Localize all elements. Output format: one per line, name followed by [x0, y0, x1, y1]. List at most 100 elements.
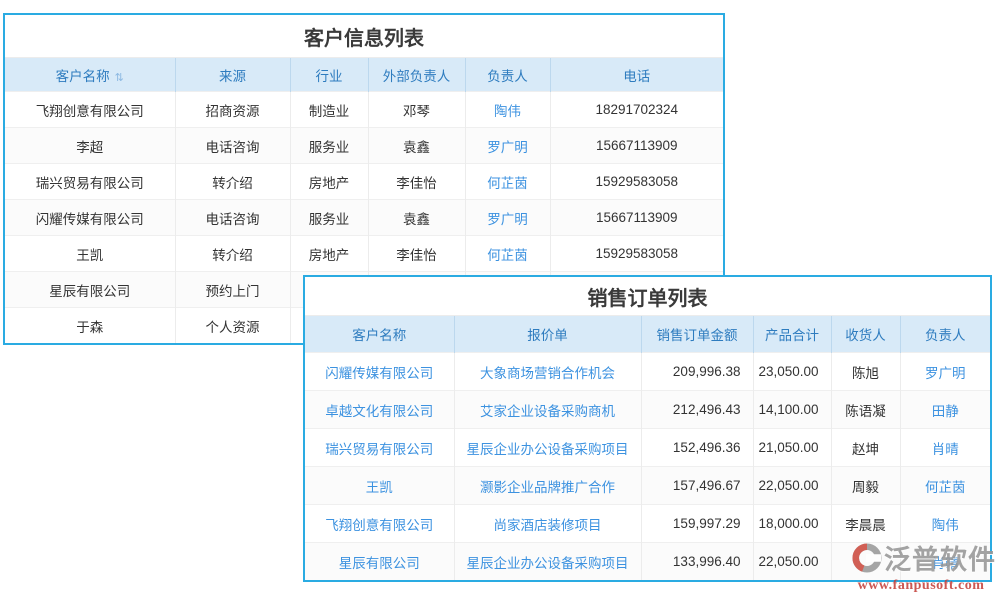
customer-name-cell: 瑞兴贸易有限公司 [5, 163, 175, 200]
product-total-cell: 18,000.00 [752, 504, 831, 543]
product-total-cell: 22,050.00 [752, 466, 831, 505]
source-cell: 电话咨询 [174, 199, 290, 236]
industry-cell: 服务业 [289, 127, 368, 164]
sort-icon[interactable]: ⇅ [114, 71, 124, 84]
order-amount-cell: 152,496.36 [640, 428, 753, 467]
customer-name-cell: 闪耀传媒有限公司 [5, 199, 175, 236]
col-header-source[interactable]: 来源 [174, 58, 290, 92]
customer-name-cell: 王凯 [5, 235, 175, 272]
source-cell: 招商资源 [174, 91, 290, 128]
quote-link[interactable]: 艾家企业设备采购商机 [453, 390, 641, 429]
quote-link[interactable]: 尚家酒店装修项目 [453, 504, 641, 543]
consignee-cell: 李晨晨 [830, 504, 900, 543]
order-amount-cell: 212,496.43 [640, 390, 753, 429]
external-owner-cell: 袁鑫 [367, 127, 465, 164]
source-cell: 转介绍 [174, 235, 290, 272]
col-header-owner[interactable]: 负责人 [464, 58, 550, 92]
external-owner-cell: 邓琴 [367, 91, 465, 128]
customer-name-cell: 飞翔创意有限公司 [5, 91, 175, 128]
order-amount-cell: 159,997.29 [640, 504, 753, 543]
quote-link[interactable]: 星辰企业办公设备采购项目 [453, 542, 641, 580]
col-header-order-customer[interactable]: 客户名称 [305, 316, 454, 353]
order-customer-link[interactable]: 瑞兴贸易有限公司 [305, 428, 454, 467]
quote-link[interactable]: 灏影企业品牌推广合作 [453, 466, 641, 505]
consignee-cell: 陈旭 [830, 352, 900, 391]
owner-link[interactable]: 罗广明 [464, 127, 550, 164]
order-customer-link[interactable]: 闪耀传媒有限公司 [305, 352, 454, 391]
sales-order-table: 销售订单列表 客户名称 报价单 销售订单金额 产品合计 收货人 负责人 闪耀传媒… [303, 275, 992, 582]
col-header-customer-name-label: 客户名称 [55, 68, 110, 84]
order-amount-cell: 157,496.67 [640, 466, 753, 505]
table-row: 瑞兴贸易有限公司 星辰企业办公设备采购项目 152,496.36 21,050.00 赵… [305, 428, 990, 467]
industry-cell: 房地产 [289, 235, 368, 272]
col-header-consignee[interactable]: 收货人 [830, 316, 900, 353]
order-customer-link[interactable]: 飞翔创意有限公司 [305, 504, 454, 543]
table-row: 瑞兴贸易有限公司 转介绍 房地产 李佳怡 何芷茵 15929583058 [5, 163, 723, 200]
phone-cell: 15667113909 [549, 199, 723, 236]
table-row: 卓越文化有限公司 艾家企业设备采购商机 212,496.43 14,100.00 陈语凝… [305, 390, 990, 429]
phone-cell: 15929583058 [549, 163, 723, 200]
order-customer-link[interactable]: 王凯 [305, 466, 454, 505]
col-header-order-amount[interactable]: 销售订单金额 [640, 316, 753, 353]
customer-name-cell: 李超 [5, 127, 175, 164]
order-owner-link[interactable]: 罗广明 [899, 352, 990, 391]
product-total-cell: 21,050.00 [752, 428, 831, 467]
order-owner-link[interactable]: 陶伟 [899, 504, 990, 543]
col-header-phone[interactable]: 电话 [549, 58, 723, 92]
order-owner-link[interactable]: 肖晴 [899, 542, 990, 580]
table-row: 闪耀传媒有限公司 大象商场营销合作机会 209,996.38 23,050.00 陈旭罗… [305, 352, 990, 391]
order-amount-cell: 133,996.40 [640, 542, 753, 580]
col-header-industry[interactable]: 行业 [289, 58, 368, 92]
order-owner-link[interactable]: 田静 [899, 390, 990, 429]
col-header-quote[interactable]: 报价单 [453, 316, 641, 353]
table-row: 李超 电话咨询 服务业 袁鑫 罗广明 15667113909 [5, 127, 723, 164]
table-row: 飞翔创意有限公司 尚家酒店装修项目 159,997.29 18,000.00 李晨晨 陶伟 [305, 504, 990, 543]
consignee-cell [830, 542, 900, 580]
industry-cell: 制造业 [289, 91, 368, 128]
source-cell: 电话咨询 [174, 127, 290, 164]
customer-header-row: 客户名称 ⇅ 来源 行业 外部负责人 负责人 电话 [5, 58, 723, 92]
owner-link[interactable]: 罗广明 [464, 199, 550, 236]
customer-info-grid: 客户名称 ⇅ 来源 行业 外部负责人 负责人 电话 飞翔创意有限公司 招商资源 制造业… [5, 58, 723, 343]
table-row: 闪耀传媒有限公司 电话咨询 服务业 袁鑫 罗广明 15667113909 [5, 199, 723, 236]
table-row: 星辰有限公司 星辰企业办公设备采购项目 133,996.40 22,050.00 肖晴 [305, 542, 990, 580]
quote-link[interactable]: 大象商场营销合作机会 [453, 352, 641, 391]
product-total-cell: 23,050.00 [752, 352, 831, 391]
col-header-customer-name[interactable]: 客户名称 ⇅ [5, 58, 175, 92]
customer-name-cell: 于森 [5, 307, 175, 343]
product-total-cell: 22,050.00 [752, 542, 831, 580]
order-amount-cell: 209,996.38 [640, 352, 753, 391]
table-row: 王凯 灏影企业品牌推广合作 157,496.67 22,050.00 周毅 何芷茵 [305, 466, 990, 505]
customer-table-title: 客户信息列表 [5, 15, 723, 58]
consignee-cell: 陈语凝 [830, 390, 900, 429]
owner-link[interactable]: 何芷茵 [464, 163, 550, 200]
customer-info-table: 客户信息列表 客户名称 ⇅ 来源 行业 外部负责人 负责人 电话 飞翔创意有限公司… [3, 13, 725, 345]
source-cell: 预约上门 [174, 271, 290, 308]
external-owner-cell: 袁鑫 [367, 199, 465, 236]
table-row: 王凯 转介绍 房地产 李佳怡 何芷茵 15929583058 [5, 235, 723, 272]
consignee-cell: 赵坤 [830, 428, 900, 467]
col-header-order-owner[interactable]: 负责人 [899, 316, 990, 353]
owner-link[interactable]: 陶伟 [464, 91, 550, 128]
col-header-product-total[interactable]: 产品合计 [752, 316, 831, 353]
order-owner-link[interactable]: 肖晴 [899, 428, 990, 467]
customer-name-cell: 星辰有限公司 [5, 271, 175, 308]
col-header-external-owner[interactable]: 外部负责人 [367, 58, 465, 92]
order-header-row: 客户名称 报价单 销售订单金额 产品合计 收货人 负责人 [305, 316, 990, 353]
phone-cell: 18291702324 [549, 91, 723, 128]
source-cell: 个人资源 [174, 307, 290, 343]
product-total-cell: 14,100.00 [752, 390, 831, 429]
phone-cell: 15667113909 [549, 127, 723, 164]
quote-link[interactable]: 星辰企业办公设备采购项目 [453, 428, 641, 467]
industry-cell: 房地产 [289, 163, 368, 200]
external-owner-cell: 李佳怡 [367, 163, 465, 200]
order-owner-link[interactable]: 何芷茵 [899, 466, 990, 505]
sales-order-grid: 客户名称 报价单 销售订单金额 产品合计 收货人 负责人 闪耀传媒有限公司 大象商… [305, 316, 990, 580]
owner-link[interactable]: 何芷茵 [464, 235, 550, 272]
table-row: 飞翔创意有限公司 招商资源 制造业 邓琴 陶伟 18291702324 [5, 91, 723, 128]
consignee-cell: 周毅 [830, 466, 900, 505]
order-customer-link[interactable]: 卓越文化有限公司 [305, 390, 454, 429]
industry-cell: 服务业 [289, 199, 368, 236]
order-customer-link[interactable]: 星辰有限公司 [305, 542, 454, 580]
external-owner-cell: 李佳怡 [367, 235, 465, 272]
